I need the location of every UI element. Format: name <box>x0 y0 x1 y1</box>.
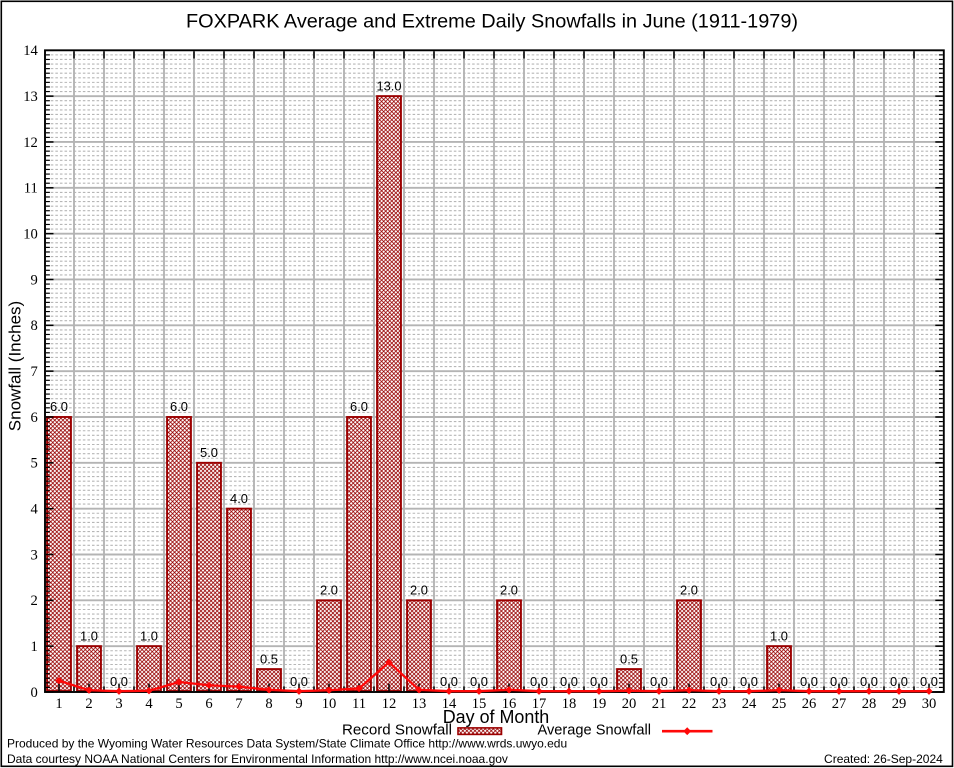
svg-text:Average Snowfall: Average Snowfall <box>538 721 652 738</box>
svg-text:17: 17 <box>532 696 547 712</box>
svg-text:1: 1 <box>31 639 38 655</box>
svg-text:3: 3 <box>31 547 38 563</box>
svg-text:0.0: 0.0 <box>110 674 128 689</box>
svg-text:0: 0 <box>31 685 38 701</box>
svg-text:0.0: 0.0 <box>440 674 458 689</box>
svg-text:8: 8 <box>265 696 272 712</box>
svg-text:20: 20 <box>622 696 637 712</box>
svg-text:4: 4 <box>31 502 39 518</box>
svg-text:21: 21 <box>652 696 667 712</box>
svg-text:18: 18 <box>562 696 577 712</box>
svg-text:1.0: 1.0 <box>770 628 788 643</box>
svg-text:0.0: 0.0 <box>830 674 848 689</box>
svg-text:Day of Month: Day of Month <box>443 706 550 727</box>
svg-text:6: 6 <box>31 410 38 426</box>
svg-text:12: 12 <box>23 135 38 151</box>
svg-text:16: 16 <box>502 696 517 712</box>
svg-text:10: 10 <box>322 696 337 712</box>
svg-text:1: 1 <box>55 696 62 712</box>
svg-text:2.0: 2.0 <box>320 583 338 598</box>
svg-text:8: 8 <box>31 318 38 334</box>
svg-text:29: 29 <box>892 696 907 712</box>
svg-text:0.0: 0.0 <box>710 674 728 689</box>
svg-text:0.0: 0.0 <box>740 674 758 689</box>
svg-text:13: 13 <box>23 89 38 105</box>
svg-text:0.0: 0.0 <box>470 674 488 689</box>
svg-text:7: 7 <box>235 696 242 712</box>
svg-text:0.5: 0.5 <box>260 651 278 666</box>
svg-text:0.0: 0.0 <box>290 674 308 689</box>
svg-text:0.0: 0.0 <box>860 674 878 689</box>
svg-text:2: 2 <box>31 593 38 609</box>
svg-text:6: 6 <box>205 696 212 712</box>
svg-text:3: 3 <box>115 696 122 712</box>
svg-text:2.0: 2.0 <box>680 583 698 598</box>
svg-text:9: 9 <box>295 696 302 712</box>
svg-text:0.0: 0.0 <box>890 674 908 689</box>
svg-text:FOXPARK Average and Extreme Da: FOXPARK Average and Extreme Daily Snowfa… <box>186 10 798 32</box>
svg-text:15: 15 <box>472 696 487 712</box>
svg-text:0.0: 0.0 <box>590 674 608 689</box>
svg-text:6.0: 6.0 <box>170 399 188 414</box>
svg-text:12: 12 <box>382 696 397 712</box>
svg-text:25: 25 <box>772 696 787 712</box>
svg-text:19: 19 <box>592 696 607 712</box>
svg-text:0.0: 0.0 <box>800 674 818 689</box>
svg-text:Data courtesy NOAA National Ce: Data courtesy NOAA National Centers for … <box>7 752 508 766</box>
svg-text:2: 2 <box>85 696 92 712</box>
svg-text:1.0: 1.0 <box>140 628 158 643</box>
svg-text:6.0: 6.0 <box>50 399 68 414</box>
svg-text:Snowfall (Inches): Snowfall (Inches) <box>6 301 25 431</box>
svg-text:27: 27 <box>832 696 847 712</box>
svg-text:14: 14 <box>23 43 38 59</box>
svg-text:22: 22 <box>682 696 697 712</box>
svg-text:23: 23 <box>712 696 727 712</box>
svg-text:2.0: 2.0 <box>410 583 428 598</box>
svg-text:14: 14 <box>442 696 457 712</box>
svg-text:30: 30 <box>922 696 937 712</box>
svg-text:11: 11 <box>352 696 366 712</box>
svg-text:0.0: 0.0 <box>650 674 668 689</box>
svg-text:5: 5 <box>31 456 38 472</box>
svg-text:Record Snowfall: Record Snowfall <box>342 721 452 738</box>
svg-text:28: 28 <box>862 696 877 712</box>
svg-text:0.5: 0.5 <box>620 651 638 666</box>
svg-text:4.0: 4.0 <box>230 491 248 506</box>
svg-text:7: 7 <box>31 364 38 380</box>
svg-text:9: 9 <box>31 272 38 288</box>
svg-text:5.0: 5.0 <box>200 445 218 460</box>
svg-text:1.0: 1.0 <box>80 628 98 643</box>
svg-text:5: 5 <box>175 696 182 712</box>
svg-text:0.0: 0.0 <box>530 674 548 689</box>
svg-text:13: 13 <box>412 696 427 712</box>
svg-text:11: 11 <box>24 181 38 197</box>
svg-text:Produced by the Wyoming Water: Produced by the Wyoming Water Resources … <box>7 737 567 751</box>
svg-text:26: 26 <box>802 696 817 712</box>
svg-text:6.0: 6.0 <box>350 399 368 414</box>
svg-text:4: 4 <box>145 696 153 712</box>
svg-text:0.0: 0.0 <box>560 674 578 689</box>
svg-text:13.0: 13.0 <box>376 78 401 93</box>
svg-text:2.0: 2.0 <box>500 583 518 598</box>
svg-text:10: 10 <box>23 227 38 243</box>
svg-text:24: 24 <box>742 696 757 712</box>
svg-text:0.0: 0.0 <box>920 674 938 689</box>
svg-text:Created: 26-Sep-2024: Created: 26-Sep-2024 <box>824 752 943 766</box>
